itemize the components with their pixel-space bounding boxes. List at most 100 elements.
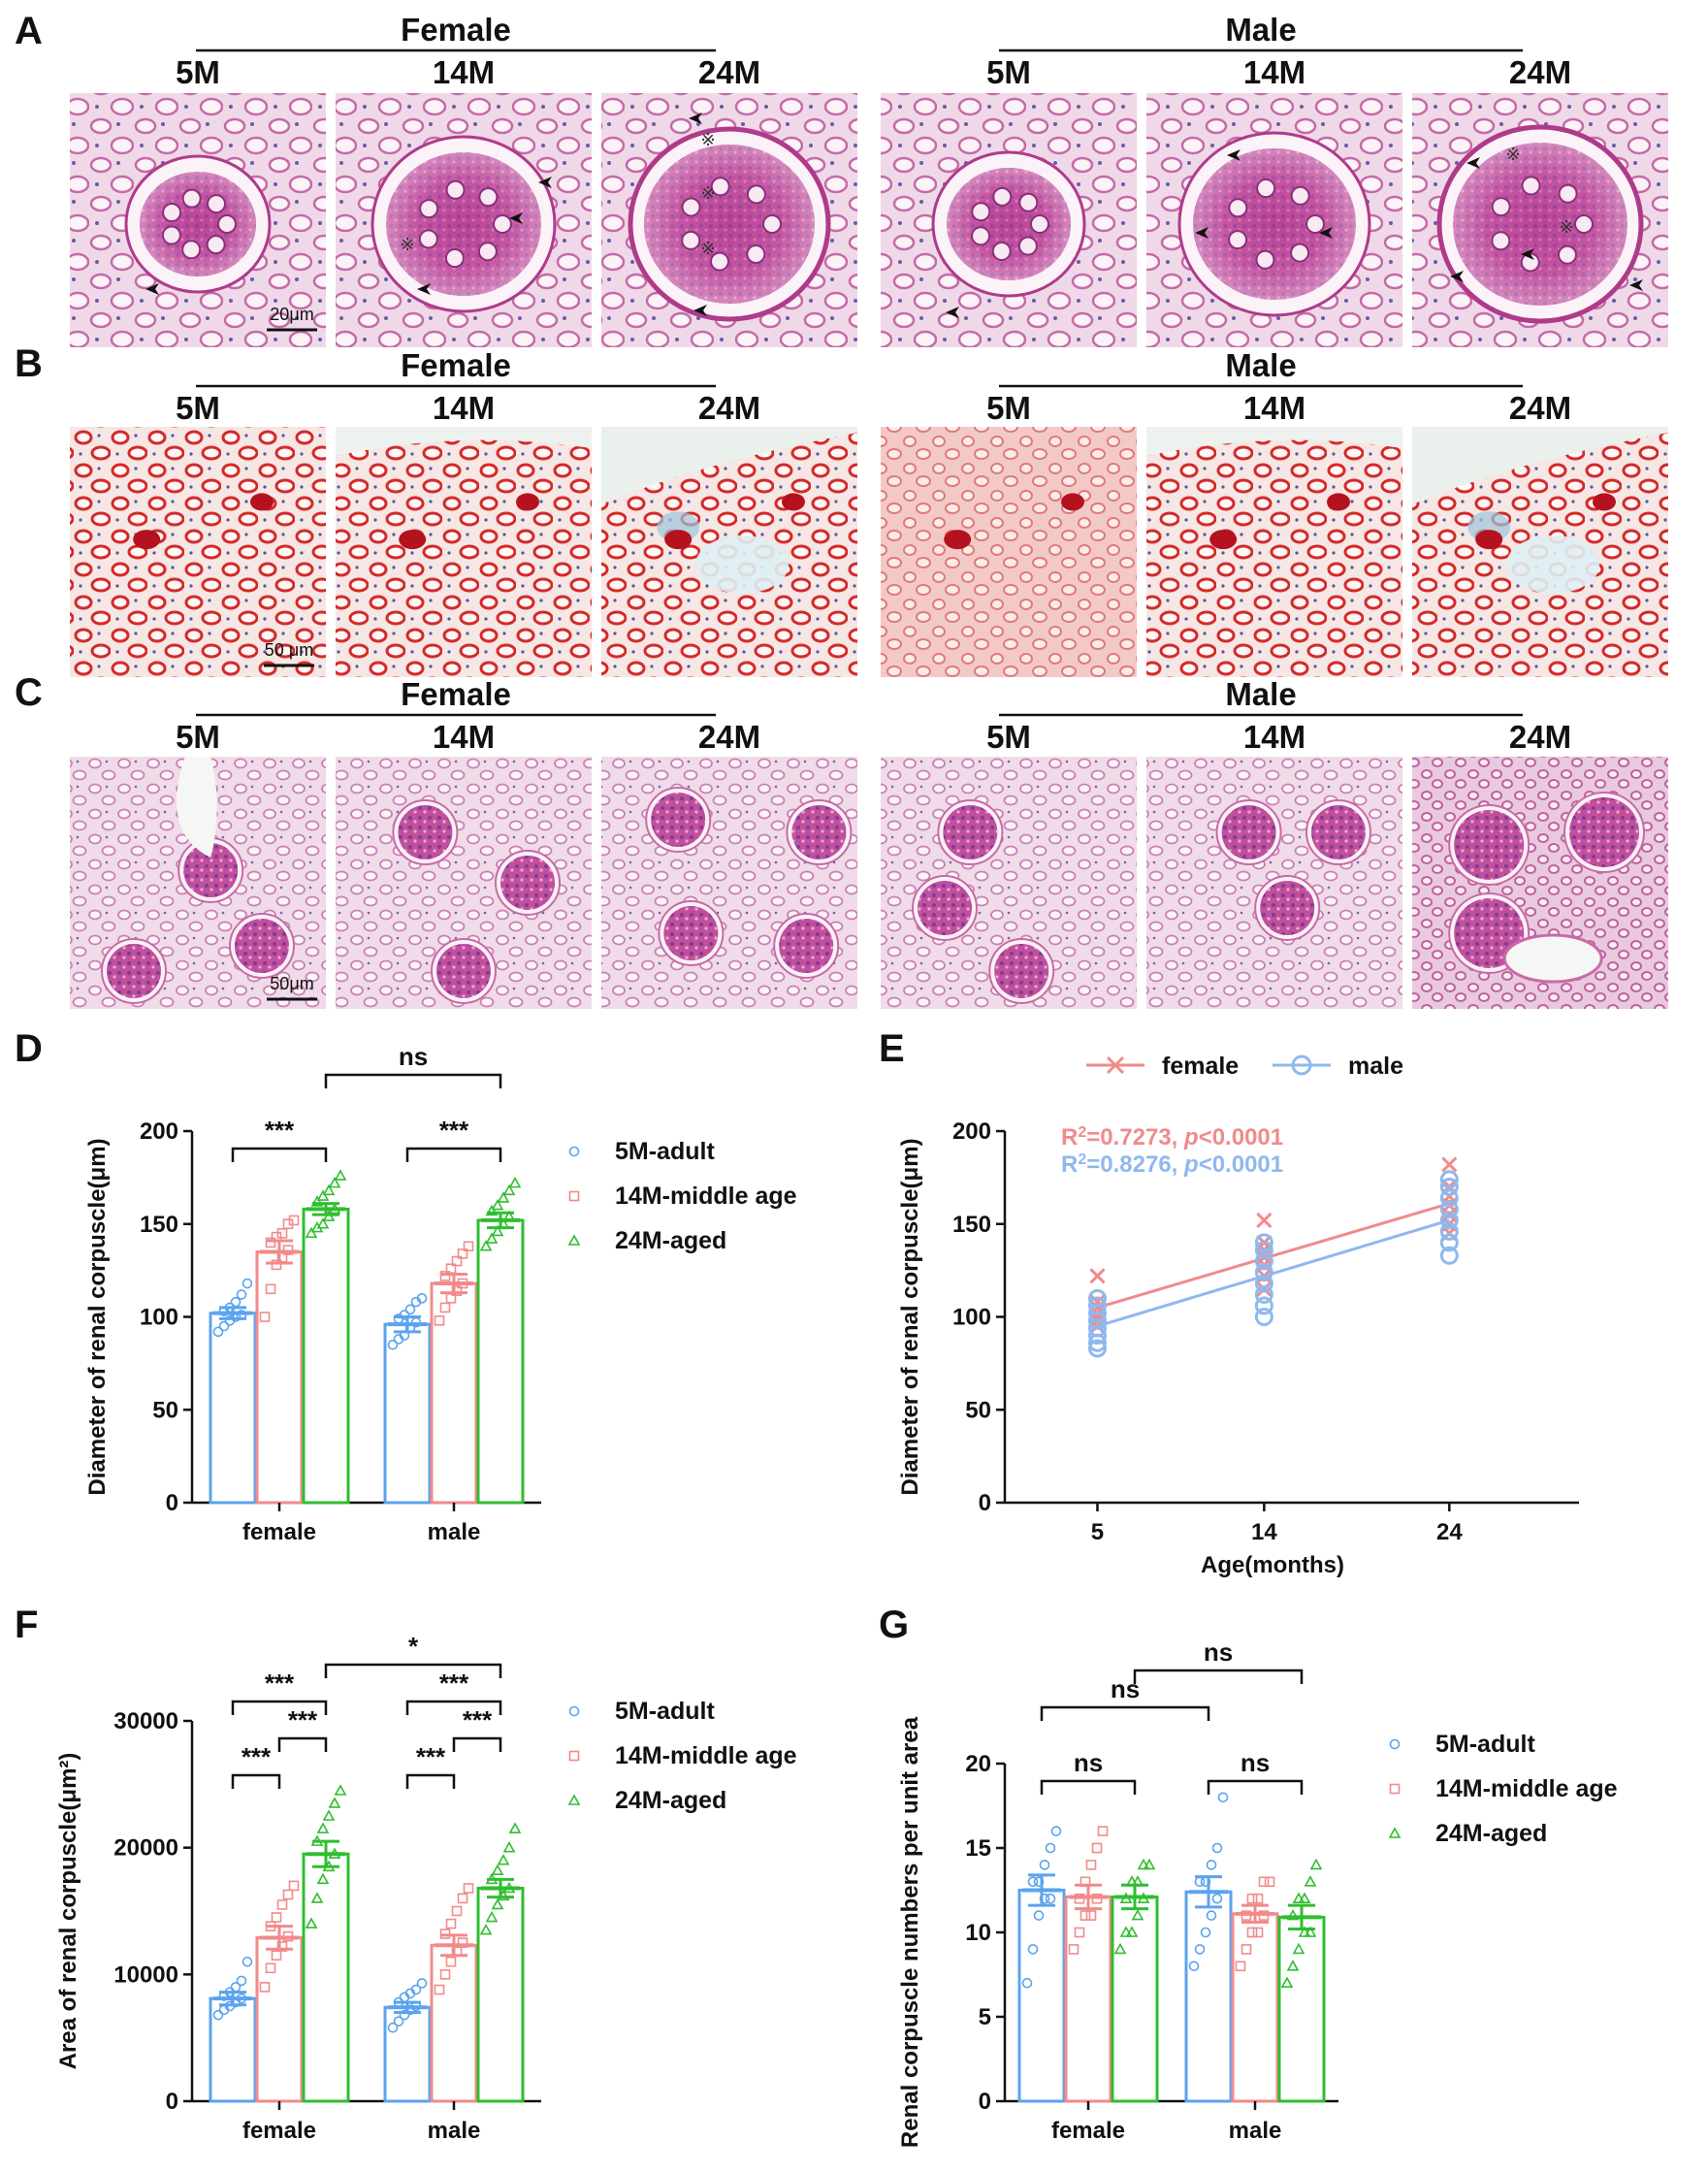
data-point	[485, 1204, 499, 1216]
significance-bracket	[1040, 1705, 1210, 1721]
glomerulus	[651, 793, 706, 847]
capillary-loop	[1017, 236, 1038, 256]
data-point	[334, 1784, 347, 1796]
data-point	[491, 1864, 504, 1875]
bar	[209, 1312, 257, 1505]
scale-bar-label: 50 μm	[265, 640, 313, 660]
significance-bracket	[1133, 1669, 1304, 1684]
bar	[302, 1852, 350, 2103]
bar	[1064, 1895, 1112, 2103]
data-point	[1206, 1910, 1217, 1921]
arrow-marker	[1450, 271, 1464, 282]
tissue-background	[70, 427, 326, 677]
data-point	[236, 1289, 247, 1300]
data-point	[1200, 1927, 1211, 1938]
age-label: 24M	[698, 54, 760, 90]
dark-red-spot	[944, 530, 972, 550]
data-point	[305, 1226, 318, 1239]
micrograph-image	[881, 93, 1137, 347]
data-point	[1252, 1927, 1264, 1938]
micrograph-image	[881, 427, 1137, 677]
capillary-loop	[478, 187, 499, 208]
panel-letter: F	[15, 1604, 38, 1646]
dark-red-spot	[1209, 530, 1238, 550]
significance-label: ***	[265, 1116, 295, 1145]
bar	[1184, 1890, 1233, 2103]
data-point	[1292, 1942, 1305, 1955]
dark-red-spot	[250, 493, 274, 511]
age-label: 5M	[986, 54, 1031, 90]
capillary-loop	[1018, 192, 1039, 212]
legend-label: male	[1348, 1053, 1403, 1080]
capillary-loop	[1521, 176, 1541, 196]
legend-label: 24M-aged	[615, 1227, 726, 1254]
group-title: Male	[1225, 12, 1296, 48]
data-point	[1441, 1156, 1458, 1173]
group-title: Female	[401, 12, 511, 48]
data-point	[1089, 1268, 1106, 1284]
capillary-loop	[1228, 230, 1248, 250]
data-point	[1087, 1339, 1107, 1358]
capillary-loop	[477, 242, 498, 262]
data-point	[1074, 1927, 1085, 1938]
dark-red-spot	[1475, 530, 1503, 550]
age-label: 14M	[1243, 54, 1305, 90]
data-point	[485, 1232, 499, 1244]
panel-G: G 0 5 10 15 20 Renal corpuscle numbers per uni…	[879, 1604, 1618, 2148]
significance-label: *	[408, 1632, 419, 1661]
data-point	[218, 1320, 230, 1332]
arrow-marker	[1466, 157, 1480, 169]
data-point	[479, 1923, 493, 1935]
data-point	[1256, 1281, 1273, 1297]
data-point	[502, 1183, 516, 1196]
capillary-loop	[1574, 214, 1594, 234]
glomerulus	[779, 919, 834, 973]
x-tick-label: 5	[1091, 1519, 1104, 1545]
y-tick-label: 200	[952, 1118, 991, 1145]
data-point	[1258, 1876, 1270, 1888]
regression-line	[1097, 1202, 1450, 1310]
significance-bracket	[324, 1073, 502, 1088]
significance-label: ***	[416, 1742, 446, 1771]
capillary-loop	[971, 202, 991, 222]
data-point	[1439, 1170, 1459, 1189]
vacuole-marker: ※	[1505, 145, 1520, 165]
dark-red-spot	[664, 530, 693, 550]
data-point	[316, 1822, 330, 1833]
capillary-loop	[1255, 249, 1275, 270]
panel-E: E 0 50 100 150 200 5 14 24 Age(months) Diameter of…	[879, 1027, 1579, 1578]
x-tick-label: female	[1051, 2118, 1125, 2144]
capillary-loop	[991, 242, 1012, 262]
regression-line	[1097, 1218, 1450, 1328]
data-point	[451, 1255, 463, 1267]
data-point	[310, 1195, 324, 1207]
data-point	[1280, 1976, 1294, 1988]
data-point	[1298, 1892, 1311, 1903]
glomerulus	[918, 881, 972, 935]
fibrosis-area	[1506, 535, 1600, 594]
bar	[476, 1218, 525, 1505]
data-point	[1254, 1296, 1273, 1315]
data-point	[1309, 1858, 1323, 1870]
vessel-lumen	[177, 757, 217, 858]
arrow-marker	[1521, 248, 1534, 260]
data-point	[1050, 1826, 1062, 1836]
capillary-loop	[681, 230, 701, 250]
y-axis-label: Diameter of renal corpuscle(μm)	[897, 1138, 923, 1495]
capillary-loop	[762, 214, 782, 234]
data-point	[1217, 1792, 1229, 1803]
data-point	[1068, 1944, 1080, 1955]
data-point	[497, 1854, 510, 1865]
capillary-loop	[710, 251, 730, 272]
capillary-loop	[181, 188, 202, 209]
significance-bracket	[1040, 1779, 1137, 1795]
bar	[302, 1207, 350, 1505]
significance-label: ***	[288, 1705, 318, 1734]
significance-bracket	[452, 1736, 502, 1752]
legend-label: 5M-adult	[615, 1138, 715, 1165]
data-point	[1097, 1826, 1109, 1836]
data-point	[1085, 1910, 1097, 1921]
data-point	[1246, 1893, 1258, 1904]
dark-red-spot	[516, 493, 539, 511]
